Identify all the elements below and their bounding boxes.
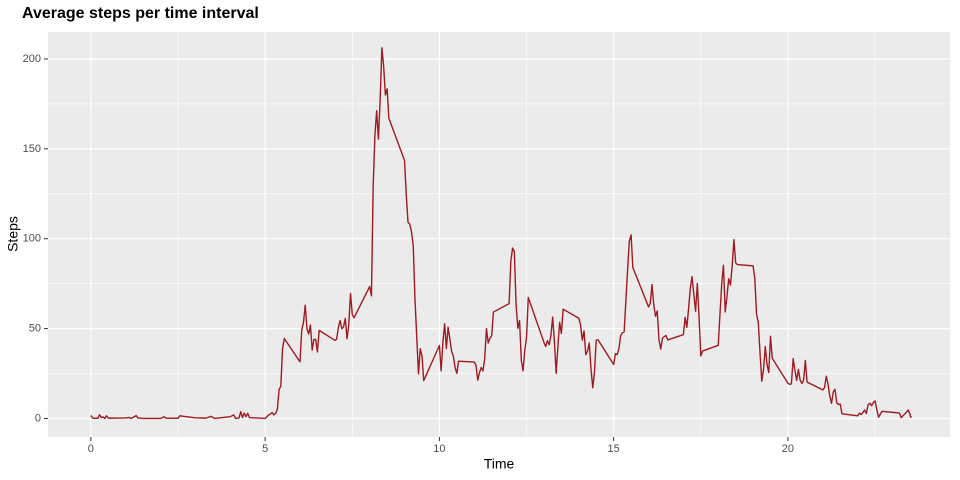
y-axis-title: Steps <box>5 216 21 252</box>
y-tick-label: 0 <box>35 412 41 424</box>
chart-title: Average steps per time interval <box>22 5 259 22</box>
x-tick-label: 15 <box>608 443 620 455</box>
panel <box>48 32 950 437</box>
line <box>90 47 913 420</box>
x-tick-label: 20 <box>782 443 794 455</box>
grid <box>48 32 950 437</box>
y-tick-label: 150 <box>23 143 41 155</box>
x-tick-label: 10 <box>433 443 445 455</box>
y-tick-label: 100 <box>23 233 41 245</box>
x-tick-label: 0 <box>88 443 94 455</box>
x-tick-label: 5 <box>262 443 268 455</box>
x-axis-title: Time <box>484 456 515 472</box>
y-tick-label: 200 <box>23 53 41 65</box>
y-tick-label: 50 <box>29 323 41 335</box>
